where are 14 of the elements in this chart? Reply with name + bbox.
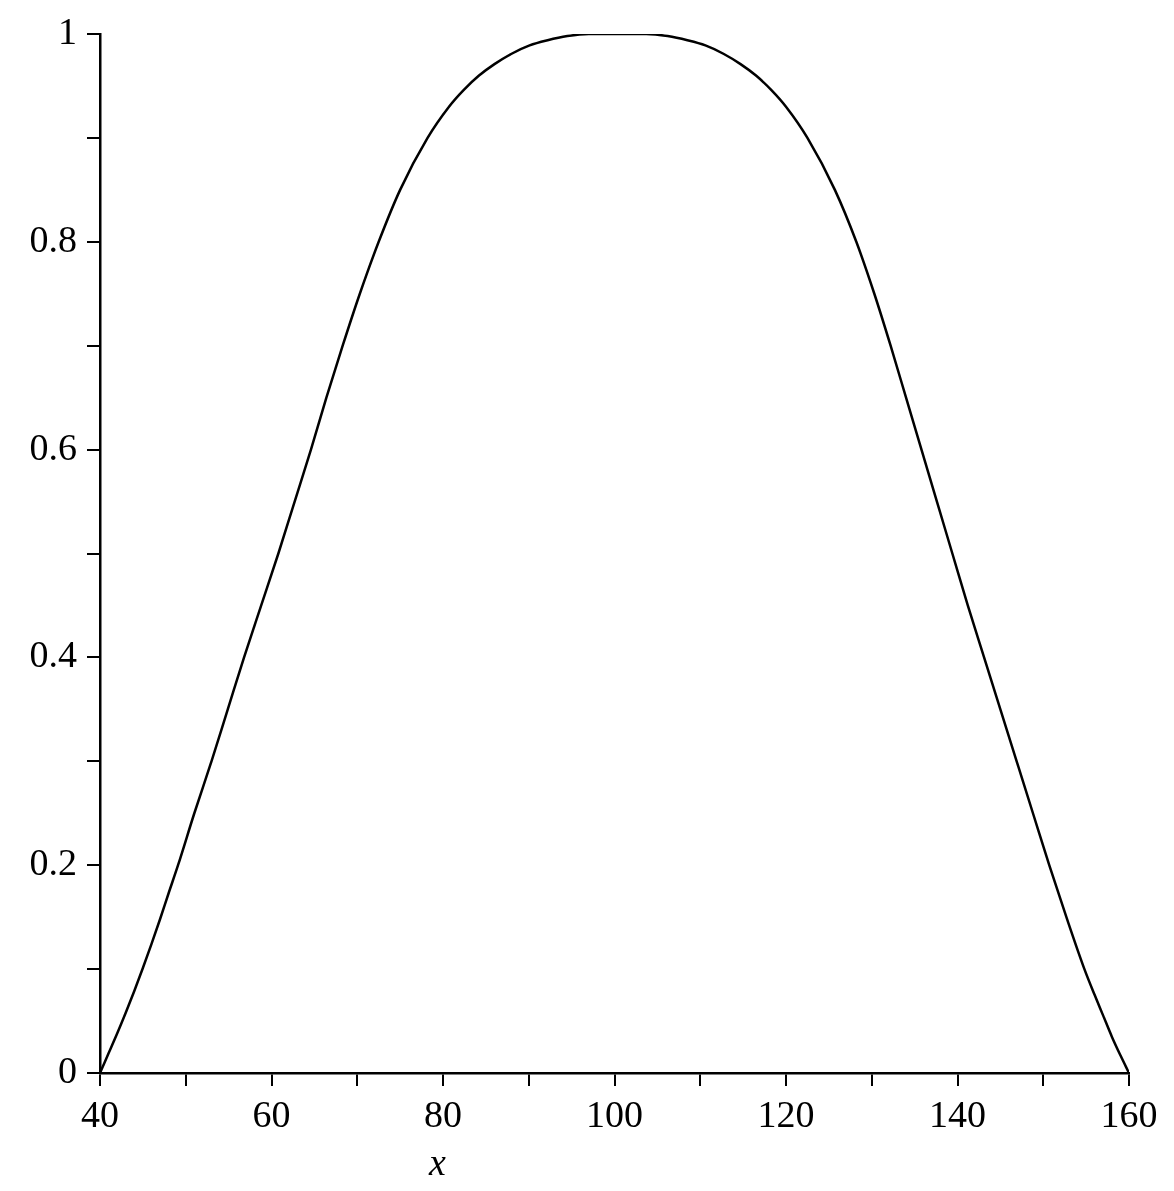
x-tick-label: 140 <box>929 1092 986 1135</box>
y-tick-label: 1 <box>58 9 77 52</box>
y-tick-label: 0.2 <box>29 841 77 884</box>
x-tick-label: 80 <box>424 1092 462 1135</box>
y-tick-label: 0 <box>58 1048 77 1091</box>
y-tick-label: 0.6 <box>29 425 77 468</box>
x-tick-label: 160 <box>1100 1092 1158 1135</box>
x-tick-label: 120 <box>757 1092 815 1135</box>
y-tick-label: 0.4 <box>29 633 77 676</box>
x-tick-label: 60 <box>252 1092 291 1135</box>
x-tick-label: 40 <box>81 1092 119 1135</box>
x-axis-title: x <box>428 1141 447 1183</box>
x-tick-label: 100 <box>586 1092 643 1135</box>
y-tick-label: 0.8 <box>29 217 77 260</box>
